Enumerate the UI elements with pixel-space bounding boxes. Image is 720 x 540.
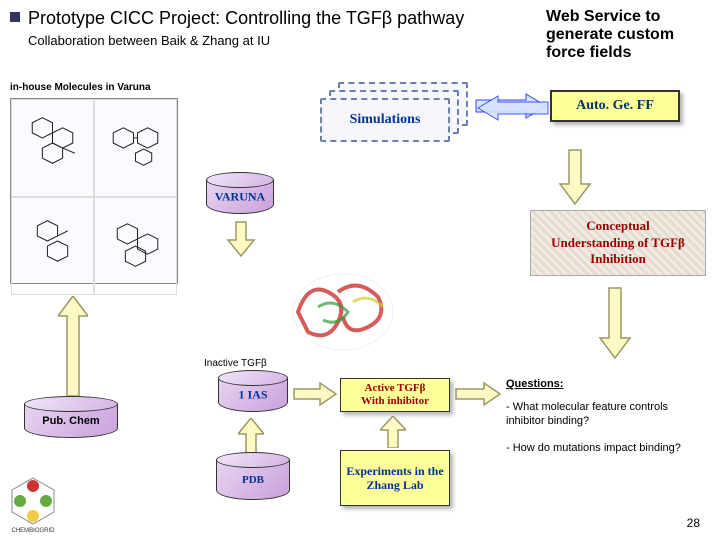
simulations-box: Simulations (320, 98, 450, 142)
inactive-tgfb-label: Inactive TGFβ (204, 358, 267, 369)
inhouse-label: in-house Molecules in Varuna (10, 82, 151, 93)
logo-text: CHEMBIOGRID (11, 528, 55, 534)
active-tgfb-box: Active TGFβ With inhibitor (340, 378, 450, 412)
webservice-label: Web Service to generate custom force fie… (546, 8, 716, 62)
arrow-exp-up (380, 416, 406, 453)
active-line2: With inhibitor (361, 395, 429, 408)
simulations-label: Simulations (350, 112, 421, 128)
autogeff-box: Auto. Ge. FF (550, 90, 680, 122)
arrow-active-to-questions (456, 382, 500, 411)
arrow-ias-to-active (294, 382, 336, 411)
active-line1: Active TGFβ (365, 382, 426, 395)
pdb-cylinder: PDB (216, 460, 290, 500)
pubchem-cylinder: Pub. Chem (24, 404, 118, 438)
chembiogrid-logo: CHEMBIOGRID (6, 474, 60, 534)
pdb-label: PDB (216, 474, 290, 486)
question-2: - How do mutations impact binding? (506, 441, 706, 455)
title-bullet (10, 12, 20, 22)
ias-label: 1 IAS (218, 388, 288, 403)
conceptual-text: Conceptual Understanding of TGFβ Inhibit… (551, 218, 685, 269)
arrow-autogeff-to-sim (478, 96, 548, 125)
arrow-conceptual-to-questions (600, 288, 630, 363)
varuna-cylinder: VARUNA (206, 180, 274, 214)
varuna-label: VARUNA (206, 190, 274, 205)
page-number: 28 (687, 516, 700, 530)
protein-structure (278, 262, 408, 362)
arrow-down-to-conceptual (560, 150, 590, 209)
molecules-panel (10, 98, 178, 284)
molecule-cell (94, 99, 177, 197)
experiments-box: Experiments in the Zhang Lab (340, 450, 450, 506)
questions-title: Questions: (506, 378, 706, 390)
molecule-cell (11, 99, 94, 197)
page-subtitle: Collaboration between Baik & Zhang at IU (28, 33, 518, 48)
molecule-cell (11, 197, 94, 295)
questions-area: Questions: - What molecular feature cont… (506, 378, 706, 467)
pubchem-label: Pub. Chem (24, 415, 118, 427)
ias-cylinder: 1 IAS (218, 378, 288, 412)
page-title: Prototype CICC Project: Controlling the … (28, 8, 518, 29)
simulations-stack: Simulations (320, 82, 470, 142)
title-area: Prototype CICC Project: Controlling the … (28, 8, 518, 48)
arrow-varuna-down (228, 222, 254, 261)
arrow-pubchem-up (58, 296, 88, 401)
experiments-text: Experiments in the Zhang Lab (341, 464, 449, 493)
question-1: - What molecular feature controls inhibi… (506, 400, 706, 429)
molecule-cell (94, 197, 177, 295)
conceptual-box: Conceptual Understanding of TGFβ Inhibit… (530, 210, 706, 276)
autogeff-label: Auto. Ge. FF (576, 98, 654, 114)
